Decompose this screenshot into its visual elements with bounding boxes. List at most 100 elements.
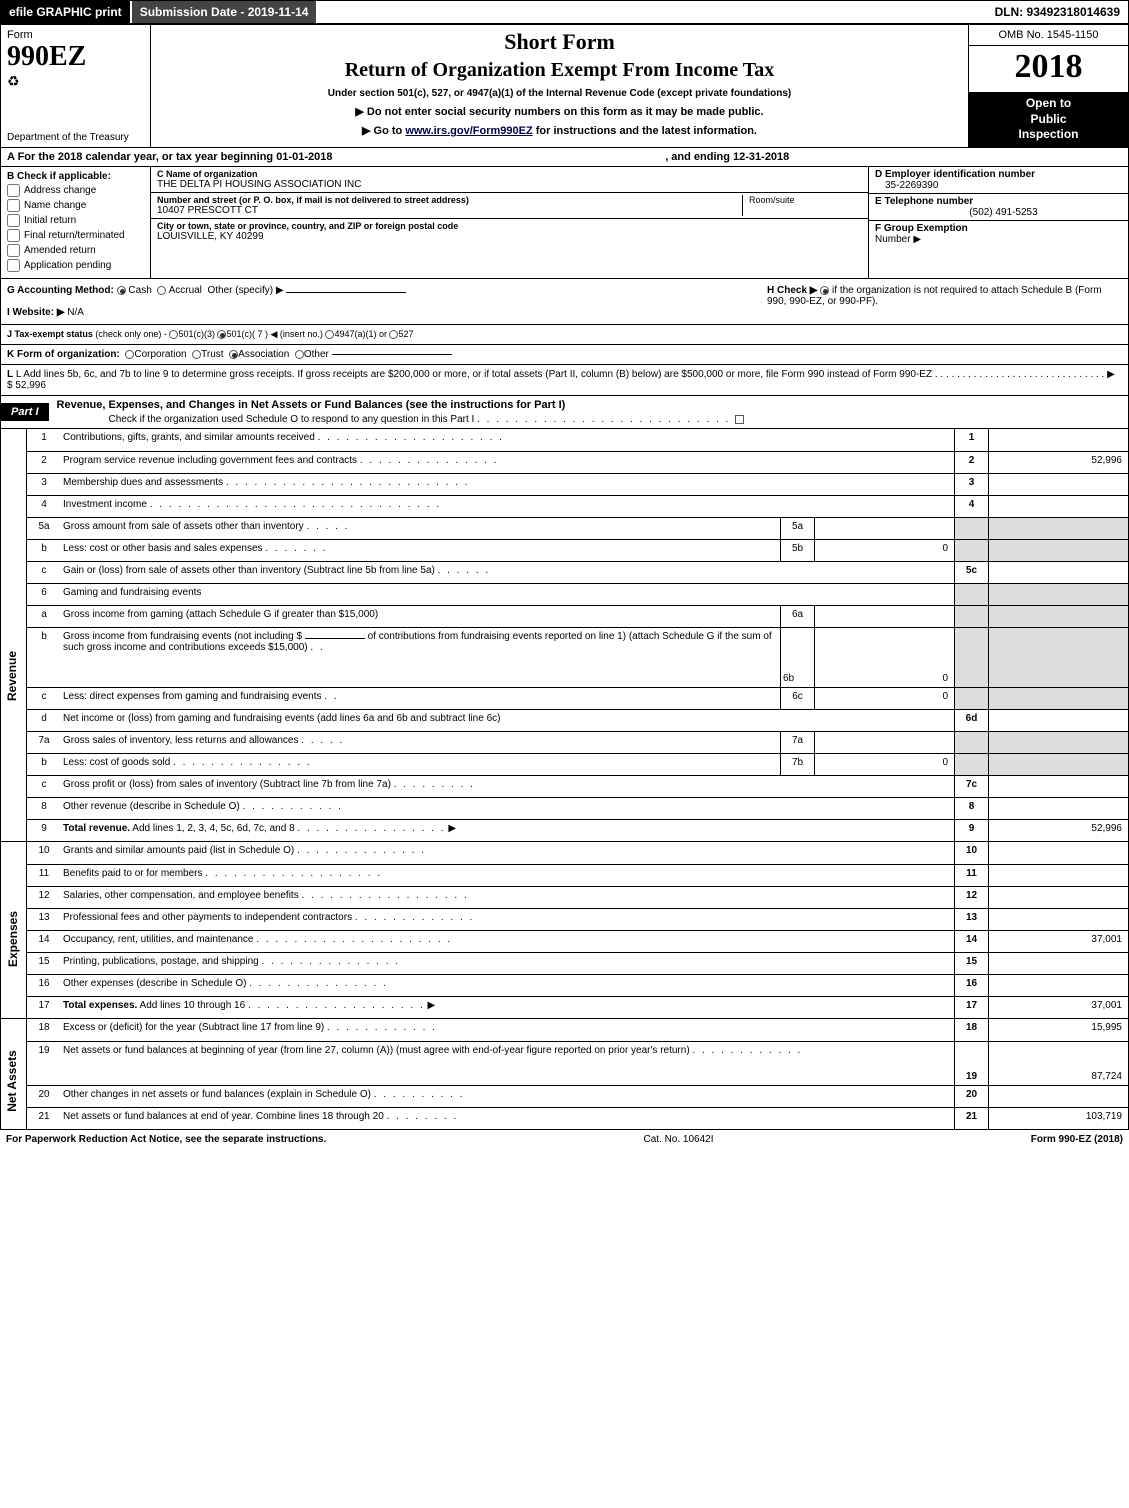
radio-h[interactable] [820, 286, 829, 295]
revenue-side-label: Revenue [1, 429, 27, 841]
entity-block: B Check if applicable: Address change Na… [0, 167, 1129, 279]
line-desc: Investment income . . . . . . . . . . . … [61, 496, 954, 517]
radio-cash[interactable] [117, 286, 126, 295]
line-num: c [27, 776, 61, 797]
j-sub: (check only one) - [95, 329, 167, 339]
radio-assoc[interactable] [229, 350, 238, 359]
line-num: d [27, 710, 61, 731]
line-desc: Net income or (loss) from gaming and fun… [61, 710, 954, 731]
city-label: City or town, state or province, country… [157, 221, 854, 231]
box-num: 12 [954, 887, 988, 908]
box-val: 37,001 [988, 931, 1128, 952]
line-num: 5a [27, 518, 61, 539]
radio-501c[interactable] [217, 330, 226, 339]
line-desc: Gross profit or (loss) from sales of inv… [61, 776, 954, 797]
check-name-change[interactable] [7, 199, 20, 212]
omb-number: OMB No. 1545-1150 [969, 25, 1128, 46]
sub-val: 0 [814, 688, 954, 709]
radio-501c3[interactable] [169, 330, 178, 339]
insp-l2: Public [1030, 112, 1066, 126]
sub-num: 5a [780, 518, 814, 539]
line-num: 9 [27, 820, 61, 841]
tax-year: 2018 [969, 46, 1128, 92]
check-initial-return[interactable] [7, 214, 20, 227]
radio-accrual[interactable] [157, 286, 166, 295]
radio-527[interactable] [389, 330, 398, 339]
part1-sub: Check if the organization used Schedule … [49, 414, 753, 428]
sub-val: 0 [814, 540, 954, 561]
form-header: Form 990EZ ♻ Department of the Treasury … [0, 25, 1129, 148]
part1-sub-text: Check if the organization used Schedule … [109, 414, 475, 425]
k-other-input[interactable] [332, 354, 452, 355]
insp-l3: Inspection [1018, 127, 1078, 141]
form-number: 990EZ [7, 41, 144, 73]
b-label: B Check if applicable: [7, 171, 144, 182]
box-num: 7c [954, 776, 988, 797]
netassets-side-label: Net Assets [1, 1019, 27, 1129]
topbar-spacer [316, 1, 986, 23]
sub-val [814, 606, 954, 627]
line-desc: Less: cost of goods sold . . . . . . . .… [61, 754, 780, 775]
line-desc: Gaming and fundraising events [61, 584, 954, 605]
part1-check[interactable] [735, 415, 744, 424]
line-num: 4 [27, 496, 61, 517]
accrual-label: Accrual [169, 285, 202, 296]
dept-text: Department of the Treasury [7, 132, 129, 143]
check-application-pending[interactable] [7, 259, 20, 272]
box-val [988, 496, 1128, 517]
check-label: Amended return [24, 245, 96, 256]
row-k: K Form of organization: Corporation Trus… [0, 344, 1129, 364]
line-desc: Other changes in net assets or fund bala… [61, 1086, 954, 1107]
box-num: 4 [954, 496, 988, 517]
box-val [988, 562, 1128, 583]
line-desc: Gross income from gaming (attach Schedul… [61, 606, 780, 627]
line-desc: Program service revenue including govern… [61, 452, 954, 473]
row-a-ending: , and ending 12-31-2018 [665, 151, 789, 163]
entity-mid: C Name of organization THE DELTA PI HOUS… [151, 167, 868, 278]
box-grey [988, 732, 1128, 753]
box-num: 10 [954, 842, 988, 864]
other-input[interactable] [286, 292, 406, 293]
box-val [988, 975, 1128, 996]
radio-other-org[interactable] [295, 350, 304, 359]
row-j: J Tax-exempt status (check only one) - 5… [0, 324, 1129, 344]
l-text: L Add lines 5b, 6c, and 7b to line 9 to … [16, 369, 932, 380]
box-val: 52,996 [988, 820, 1128, 841]
submission-date: Submission Date - 2019-11-14 [130, 1, 317, 23]
irs-link[interactable]: www.irs.gov/Form990EZ [405, 125, 532, 137]
box-val [988, 1086, 1128, 1107]
box-val [988, 842, 1128, 864]
box-val [988, 865, 1128, 886]
contrib-input[interactable] [305, 638, 365, 639]
k-o4: Other [304, 349, 329, 360]
efile-print-button[interactable]: efile GRAPHIC print [1, 1, 130, 23]
line-num: 1 [27, 429, 61, 451]
f-label2: Number ▶ [875, 234, 921, 245]
check-final-return[interactable] [7, 229, 20, 242]
line-num: c [27, 688, 61, 709]
check-label: Name change [24, 200, 86, 211]
radio-corp[interactable] [125, 350, 134, 359]
box-grey [954, 688, 988, 709]
sub-num: 6b [780, 628, 814, 687]
e-label: E Telephone number [875, 196, 1122, 207]
check-list: Address change Name change Initial retur… [7, 184, 144, 272]
website-val: N/A [67, 307, 84, 318]
check-address-change[interactable] [7, 184, 20, 197]
radio-4947[interactable] [325, 330, 334, 339]
box-num: 21 [954, 1108, 988, 1129]
box-num: 2 [954, 452, 988, 473]
sub-num: 6a [780, 606, 814, 627]
check-label: Initial return [24, 215, 76, 226]
org-name: THE DELTA PI HOUSING ASSOCIATION INC [157, 179, 862, 190]
box-val [988, 887, 1128, 908]
line-desc: Gross sales of inventory, less returns a… [61, 732, 780, 753]
box-grey [954, 732, 988, 753]
check-amended-return[interactable] [7, 244, 20, 257]
sub3-post: for instructions and the latest informat… [533, 125, 757, 137]
footer-right: Form 990-EZ (2018) [1031, 1134, 1123, 1145]
sub-val [814, 518, 954, 539]
department: Department of the Treasury [7, 132, 144, 143]
radio-trust[interactable] [192, 350, 201, 359]
line-num: 21 [27, 1108, 61, 1129]
